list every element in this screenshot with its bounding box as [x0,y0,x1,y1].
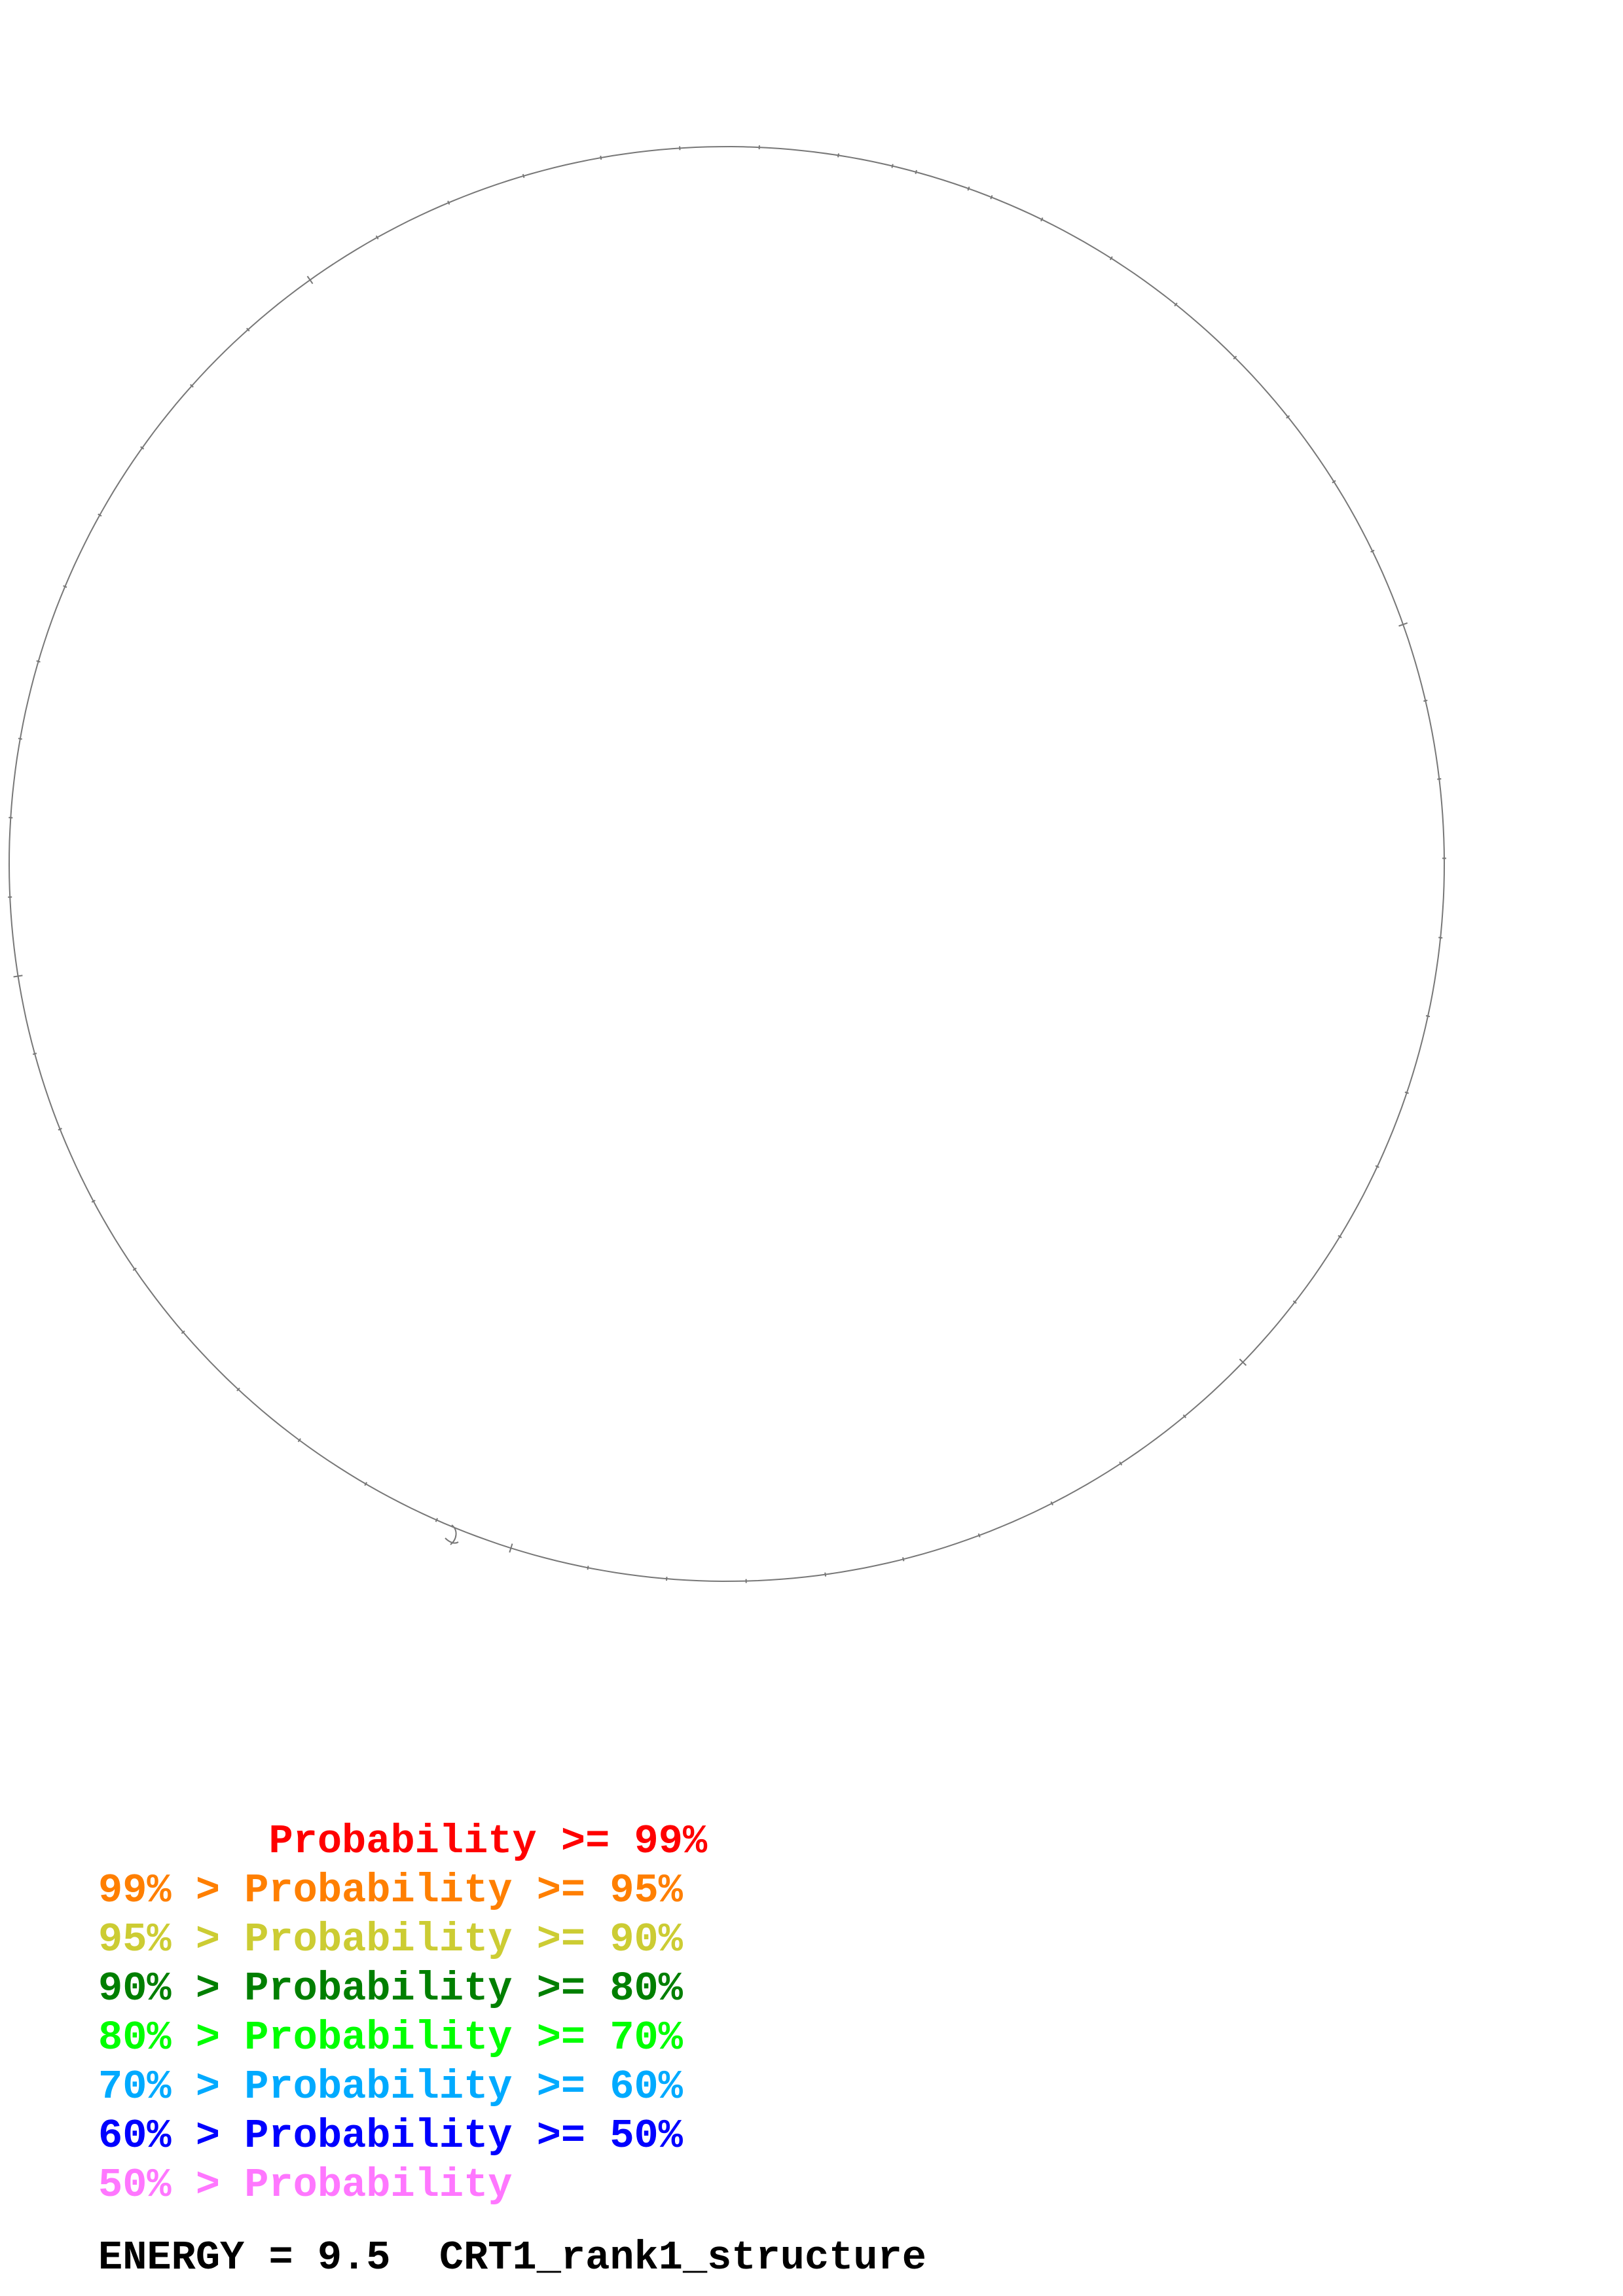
legend-entry: 99% > Probability >= 95% [98,1867,683,1914]
nucleotide-tick [32,1052,37,1055]
rna-backbone-strand [8,145,1446,1583]
nucleotide-tick [435,1518,439,1522]
nucleotide-tick [1404,1091,1409,1094]
nucleotide-tick [1332,480,1336,484]
terminal-hairpin-loop [445,1524,459,1545]
nucleotide-tick [1182,1414,1187,1418]
nucleotide-tick [915,170,917,174]
energy-structure-label: ENERGY = 9.5 CRT1_rank1_structure [98,2234,927,2281]
nucleotide-tick [63,585,67,588]
nucleotide-tick [91,1200,96,1203]
nucleotide-tick [58,1128,62,1131]
legend-entry: 60% > Probability >= 50% [98,2113,683,2159]
nucleotide-tick [1338,1234,1342,1238]
nucleotide-tick [1370,549,1375,553]
legend-entry: 90% > Probability >= 80% [98,1965,683,2012]
nucleotide-tick [36,660,41,663]
nucleotide-tick [990,195,993,200]
legend-entry: 95% > Probability >= 90% [98,1916,683,1963]
nucleotide-tick [522,173,525,178]
nucleotide-tick [509,1543,513,1553]
nucleotide-tick [837,153,839,158]
nucleotide-tick [181,1330,185,1335]
nucleotide-tick [1375,1165,1379,1168]
rna-structure-diagram [8,145,1446,1583]
legend-entry: 80% > Probability >= 70% [98,2015,683,2061]
nucleotide-tick [1438,937,1443,939]
nucleotide-tick [1437,778,1442,780]
nucleotide-tick [190,384,194,388]
nucleotide-tick [1398,622,1408,627]
nucleotide-tick [1109,256,1113,260]
nucleotide-tick [447,200,450,205]
nucleotide-tick [824,1572,827,1577]
nucleotide-tick [364,1482,368,1486]
nucleotide-tick-marks [8,145,1446,1583]
nucleotide-tick [236,1388,240,1391]
legend-entry: 70% > Probability >= 60% [98,2064,683,2110]
nucleotide-tick [666,1577,668,1581]
nucleotide-tick [13,975,23,978]
nucleotide-tick [1286,415,1290,419]
nucleotide-tick [140,446,145,450]
legend-entry: Probability >= 99% [98,1818,708,1865]
nucleotide-tick [246,327,250,332]
nucleotide-tick [1174,302,1178,307]
nucleotide-tick [132,1267,137,1271]
nucleotide-tick [98,513,102,517]
nucleotide-tick [1233,355,1237,360]
nucleotide-tick [587,1566,589,1570]
nucleotide-tick [902,1557,905,1562]
nucleotide-tick [1050,1501,1053,1506]
nucleotide-tick [1119,1461,1123,1466]
nucleotide-tick [375,235,379,240]
legend-entry: 50% > Probability [98,2162,513,2208]
nucleotide-tick [967,186,970,191]
nucleotide-tick [1239,1358,1247,1366]
nucleotide-tick [1040,217,1044,222]
nucleotide-tick [297,1438,301,1443]
nucleotide-tick [1292,1300,1297,1304]
nucleotide-tick [18,738,22,740]
nucleotide-tick [600,155,602,160]
nucleotide-tick [977,1533,981,1538]
probability-legend: Probability >= 99% 99% > Probability >= 9… [98,1817,707,2210]
nucleotide-tick [306,276,314,284]
nucleotide-tick [1423,700,1428,702]
